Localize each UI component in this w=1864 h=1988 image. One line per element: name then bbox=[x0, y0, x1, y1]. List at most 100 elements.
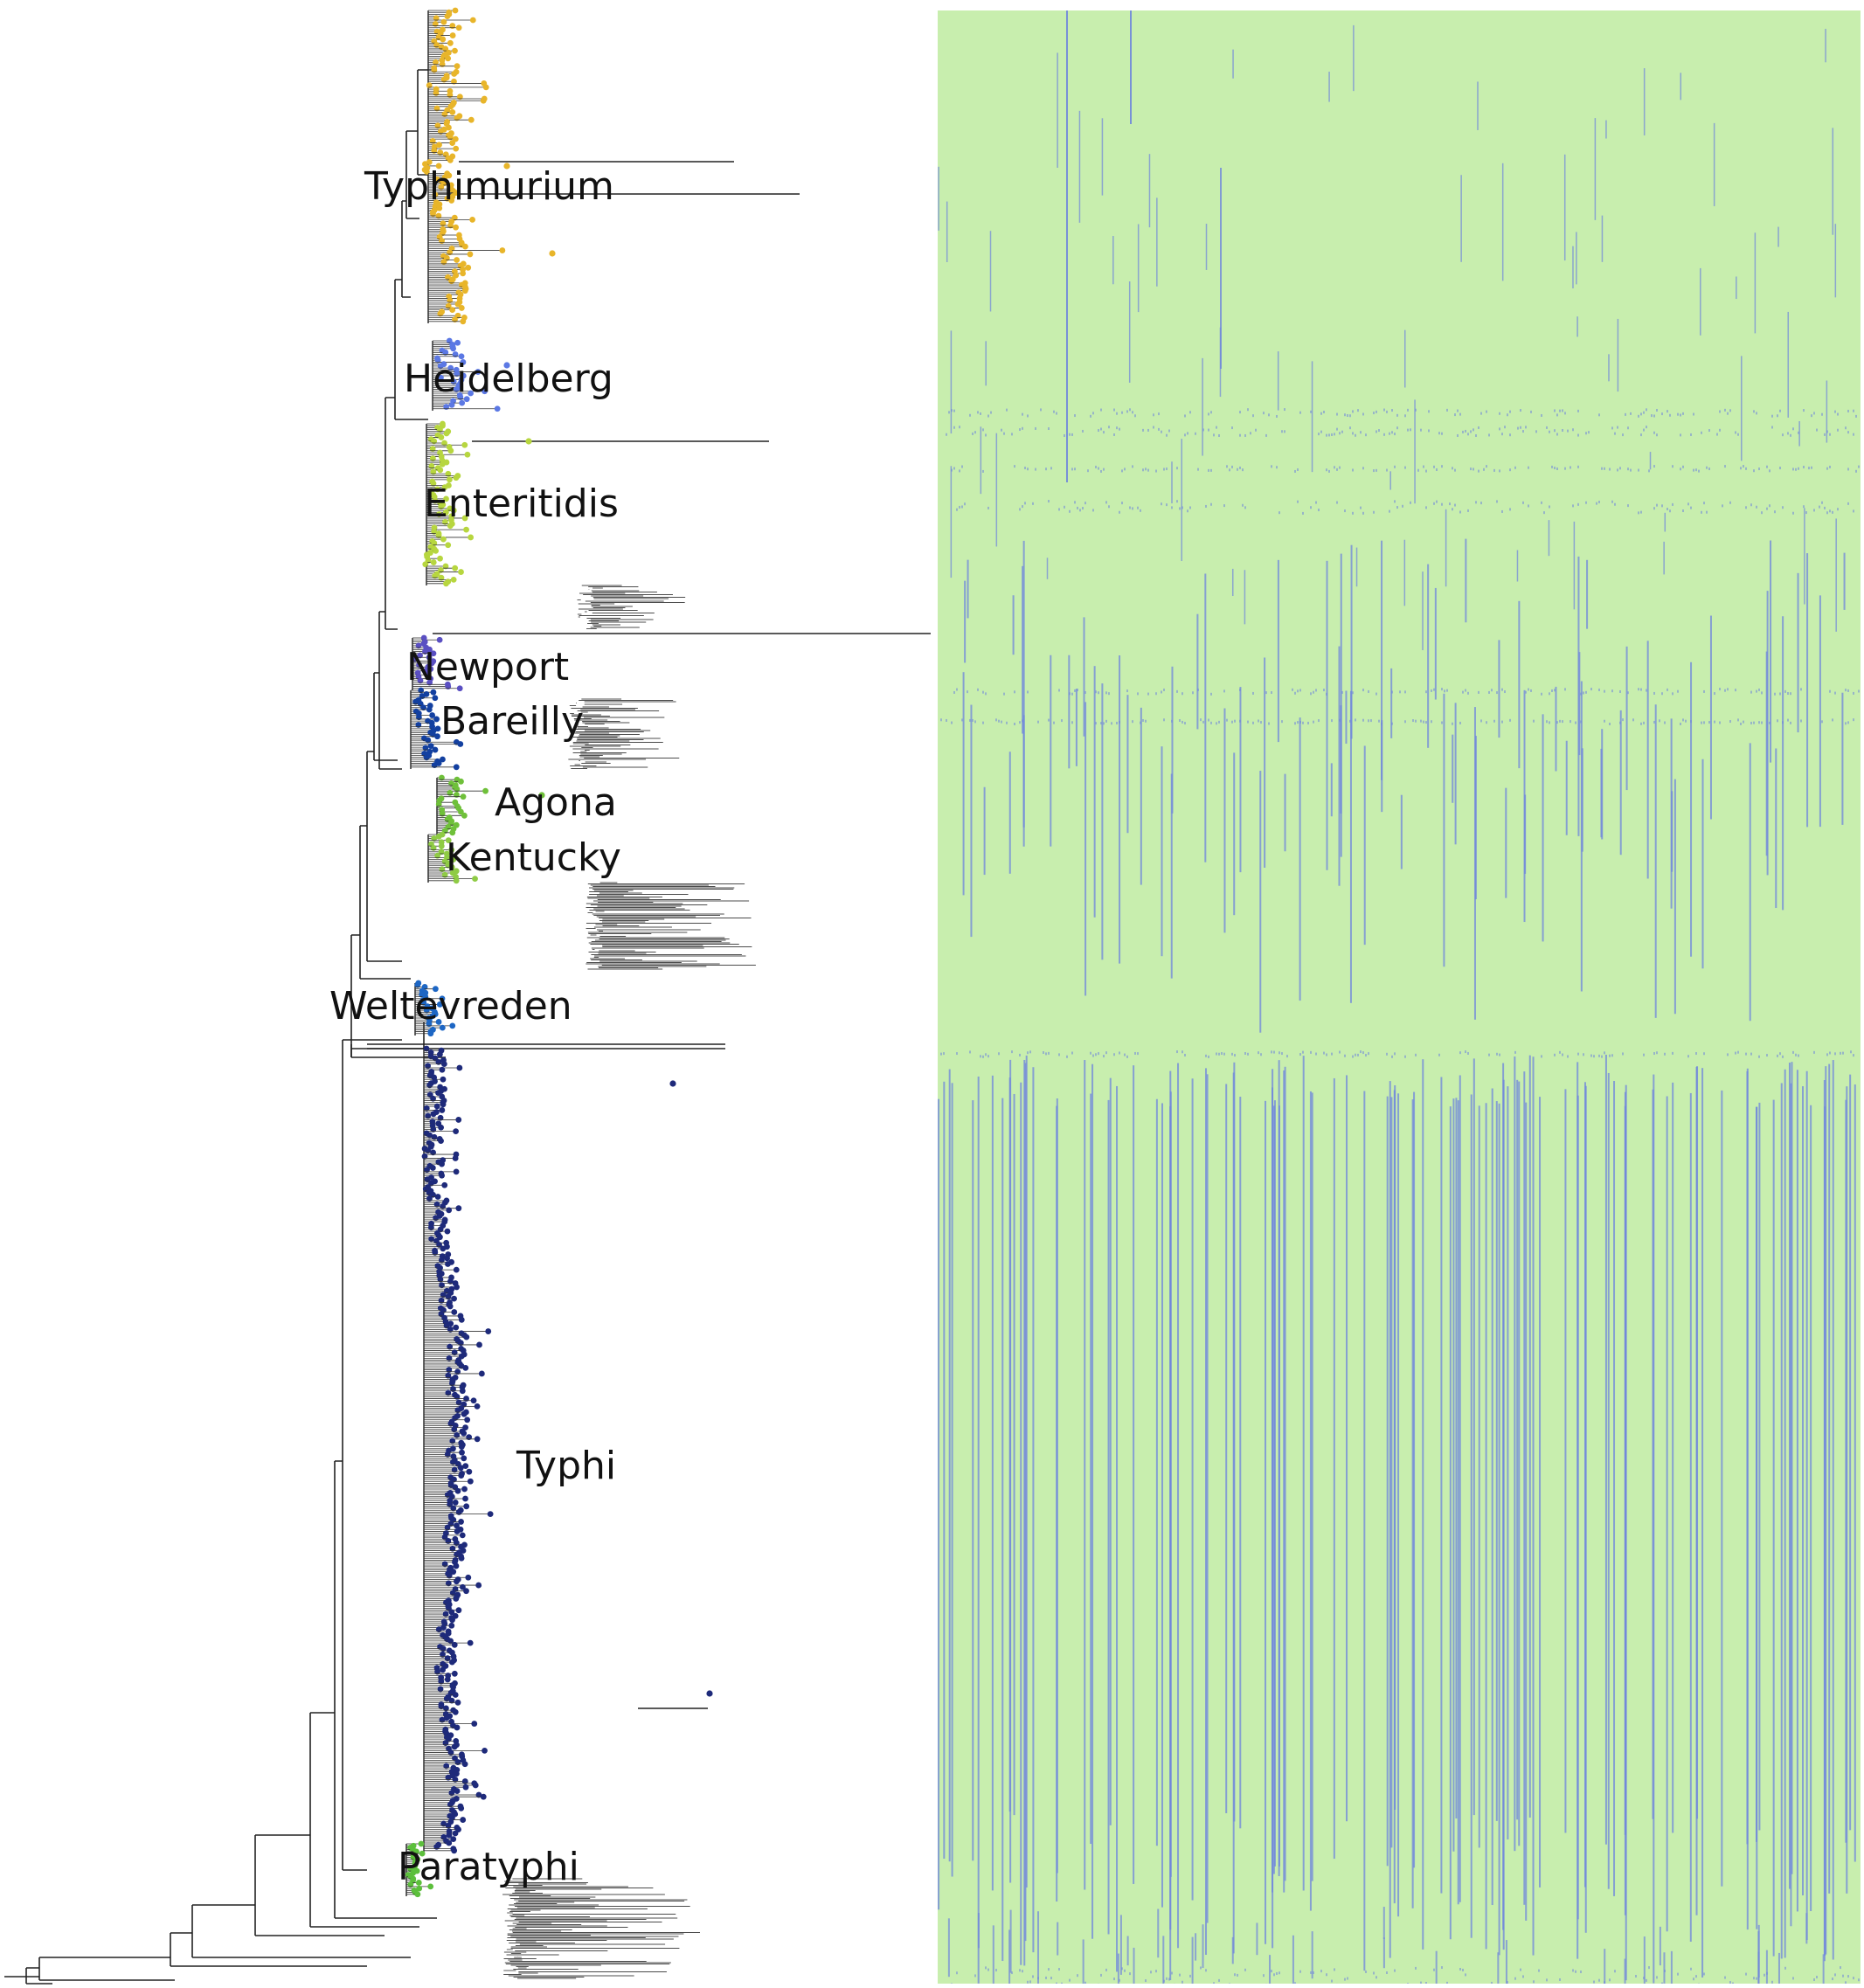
matrix-absence-stripe bbox=[1302, 511, 1304, 515]
matrix-absence-stripe bbox=[1682, 412, 1684, 415]
matrix-absence-stripe bbox=[1538, 1969, 1540, 1972]
matrix-absence-stripe bbox=[1703, 1972, 1705, 1976]
matrix-absence-stripe bbox=[1680, 433, 1681, 437]
matrix-absence-stripe bbox=[1277, 351, 1279, 411]
matrix-absence-stripe bbox=[1638, 511, 1639, 515]
matrix-absence-stripe bbox=[1311, 1931, 1313, 1979]
matrix-absence-stripe bbox=[1520, 1968, 1521, 1971]
matrix-absence-stripe bbox=[1625, 646, 1628, 791]
matrix-absence-stripe bbox=[1132, 507, 1133, 510]
tip-marker bbox=[455, 1205, 462, 1212]
matrix-absence-stripe bbox=[1307, 721, 1309, 724]
tip-marker bbox=[447, 1638, 454, 1645]
matrix-absence-stripe bbox=[1514, 1056, 1516, 1852]
matrix-absence-stripe bbox=[969, 1050, 971, 1054]
matrix-absence-stripe bbox=[951, 721, 953, 724]
matrix-absence-stripe bbox=[948, 411, 950, 414]
matrix-absence-stripe bbox=[1244, 433, 1246, 437]
matrix-absence-stripe bbox=[1231, 1936, 1234, 1964]
matrix-absence-stripe bbox=[1140, 509, 1141, 512]
tip-marker bbox=[419, 693, 426, 699]
matrix-absence-stripe bbox=[1504, 690, 1506, 694]
matrix-absence-stripe bbox=[1008, 1929, 1011, 1984]
tip-marker bbox=[445, 1261, 451, 1267]
matrix-absence-stripe bbox=[1829, 509, 1831, 513]
matrix-absence-stripe bbox=[1029, 1980, 1031, 1984]
matrix-absence-stripe bbox=[972, 432, 974, 435]
matrix-absence-stripe bbox=[1646, 641, 1649, 879]
matrix-absence-stripe bbox=[1821, 720, 1823, 724]
matrix-absence-stripe bbox=[987, 1055, 989, 1058]
matrix-absence-stripe bbox=[1011, 1971, 1013, 1975]
matrix-absence-stripe bbox=[1191, 1936, 1194, 1984]
tip-marker bbox=[461, 812, 468, 819]
matrix-absence-stripe bbox=[1252, 414, 1254, 418]
matrix-absence-stripe bbox=[1669, 509, 1671, 513]
matrix-absence-stripe bbox=[1572, 246, 1574, 288]
matrix-absence-stripe bbox=[1056, 1105, 1058, 1902]
matrix-absence-stripe bbox=[1032, 1067, 1035, 1953]
tip-marker bbox=[458, 305, 465, 311]
matrix-absence-stripe bbox=[1029, 1050, 1031, 1054]
matrix-absence-stripe bbox=[1014, 690, 1015, 694]
matrix-absence-stripe bbox=[1347, 414, 1348, 418]
matrix-absence-stripe bbox=[1643, 411, 1645, 414]
tip-marker bbox=[460, 793, 467, 800]
matrix-absence-stripe bbox=[1192, 691, 1194, 695]
tip-marker bbox=[461, 1486, 468, 1493]
matrix-absence-stripe bbox=[1719, 428, 1721, 432]
matrix-absence-stripe bbox=[1339, 432, 1341, 435]
matrix-absence-stripe bbox=[1404, 1055, 1406, 1058]
matrix-absence-stripe bbox=[1845, 426, 1847, 430]
matrix-absence-stripe bbox=[1011, 1050, 1013, 1054]
matrix-absence-stripe bbox=[1003, 692, 1005, 696]
tip-marker bbox=[433, 1201, 440, 1208]
matrix-absence-stripe bbox=[1672, 502, 1673, 506]
matrix-absence-stripe bbox=[989, 231, 992, 312]
tip-marker bbox=[482, 1747, 488, 1754]
matrix-absence-stripe bbox=[998, 719, 1000, 723]
matrix-absence-stripe bbox=[1706, 510, 1708, 514]
matrix-absence-stripe bbox=[1572, 1969, 1574, 1972]
backbone-branch bbox=[373, 672, 398, 761]
matrix-absence-stripe bbox=[1362, 511, 1364, 515]
matrix-absence-stripe bbox=[1666, 1096, 1668, 1932]
outlier-tip-marker bbox=[669, 1080, 676, 1087]
matrix-absence-stripe bbox=[1782, 1055, 1784, 1058]
matrix-absence-stripe bbox=[1404, 466, 1406, 469]
matrix-absence-stripe bbox=[1126, 695, 1129, 834]
matrix-absence-stripe bbox=[1653, 507, 1655, 510]
tip-marker bbox=[468, 116, 475, 123]
matrix-absence-stripe bbox=[1576, 232, 1577, 285]
matrix-absence-stripe bbox=[1250, 432, 1251, 435]
matrix-absence-stripe bbox=[1092, 412, 1094, 415]
matrix-absence-stripe bbox=[1798, 431, 1799, 434]
tip-marker bbox=[449, 1617, 455, 1624]
matrix-absence-stripe bbox=[1438, 1053, 1440, 1056]
matrix-absence-stripe bbox=[953, 467, 955, 470]
matrix-absence-stripe bbox=[1368, 719, 1369, 723]
tip-marker bbox=[441, 111, 448, 118]
matrix-absence-stripe bbox=[1095, 722, 1097, 725]
tip-marker bbox=[443, 580, 449, 587]
tip-marker bbox=[439, 1066, 446, 1073]
matrix-absence-stripe bbox=[1218, 720, 1220, 724]
matrix-absence-stripe bbox=[1528, 466, 1529, 469]
tip-marker bbox=[443, 1322, 450, 1329]
matrix-absence-stripe bbox=[995, 433, 998, 547]
tip-marker bbox=[430, 1126, 437, 1133]
tip-marker bbox=[458, 1804, 465, 1811]
tip-marker bbox=[439, 774, 445, 781]
tip-marker bbox=[442, 1740, 449, 1746]
tip-marker bbox=[469, 216, 475, 223]
matrix-absence-stripe bbox=[1661, 692, 1663, 696]
matrix-absence-stripe bbox=[1294, 691, 1296, 695]
matrix-absence-stripe bbox=[1735, 1051, 1736, 1055]
matrix-absence-stripe bbox=[1541, 501, 1542, 504]
matrix-absence-stripe bbox=[1053, 721, 1055, 724]
matrix-absence-stripe bbox=[1400, 794, 1403, 869]
backbone-branch bbox=[191, 1904, 411, 1958]
matrix-absence-stripe bbox=[1514, 466, 1516, 469]
matrix-absence-stripe bbox=[1575, 1970, 1576, 1973]
